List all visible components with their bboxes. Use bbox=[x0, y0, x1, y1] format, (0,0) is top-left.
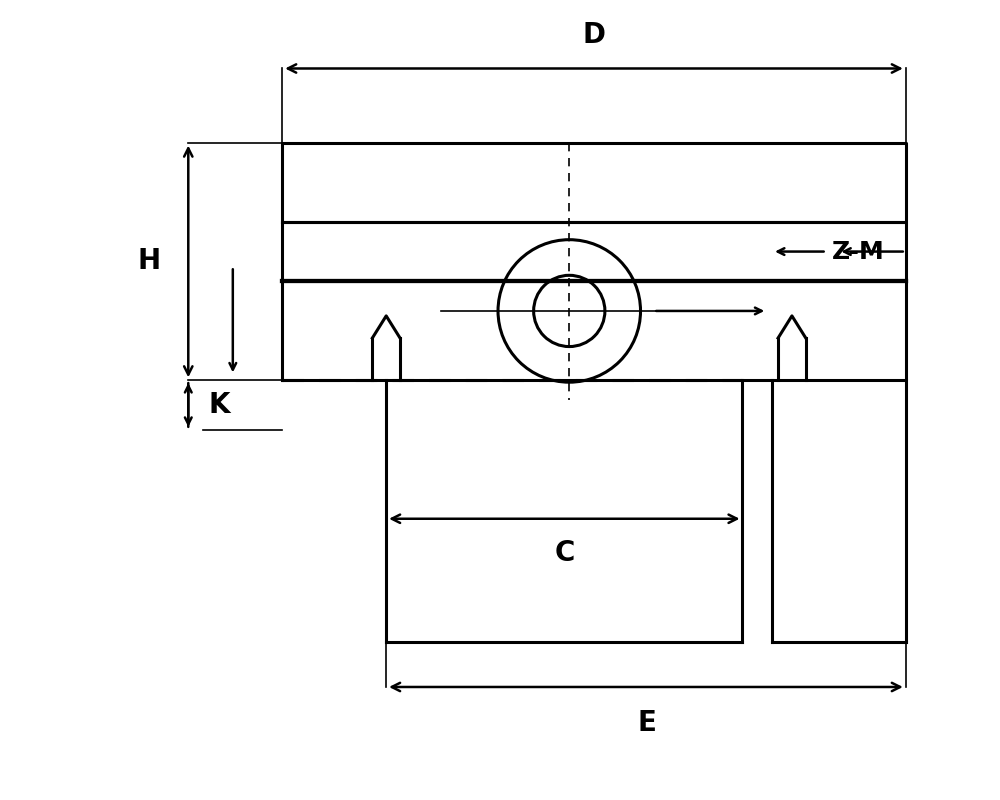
Text: H: H bbox=[137, 247, 160, 275]
Text: D: D bbox=[583, 21, 606, 49]
Text: E: E bbox=[637, 709, 656, 737]
Text: K: K bbox=[208, 391, 230, 419]
Text: Z-M: Z-M bbox=[832, 239, 884, 263]
Text: C: C bbox=[554, 538, 575, 566]
